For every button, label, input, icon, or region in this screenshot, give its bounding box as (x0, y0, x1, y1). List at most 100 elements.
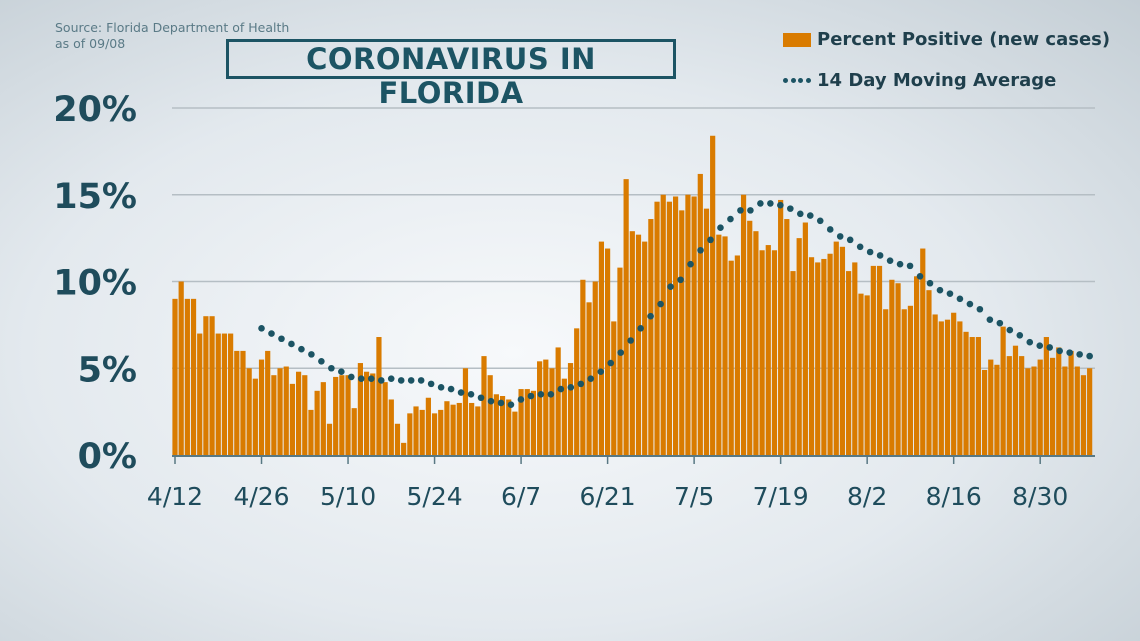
bar (1080, 375, 1087, 455)
bar (524, 389, 530, 455)
moving-average-dot (367, 375, 375, 382)
bar (895, 283, 901, 455)
bar (574, 328, 580, 455)
moving-average-dot (487, 397, 495, 405)
bar (172, 298, 178, 455)
bar (654, 201, 660, 455)
bar (277, 368, 283, 455)
bar (716, 234, 722, 455)
moving-average-dot (288, 340, 295, 348)
bar (685, 194, 691, 455)
bar (981, 369, 988, 455)
moving-average-dot (258, 325, 265, 332)
source-note: Source: Florida Department of Health as … (55, 20, 289, 52)
bar (178, 281, 184, 455)
moving-average-dot (866, 248, 874, 256)
bar (969, 337, 975, 455)
x-tick-label: 8/30 (1012, 482, 1068, 511)
bar (1074, 366, 1080, 455)
moving-average-dot (637, 325, 644, 332)
chart-title: CORONAVIRUS IN FLORIDA (226, 39, 676, 110)
bar (728, 260, 734, 455)
legend-item-moving-average: 14 Day Moving Average (783, 70, 1056, 91)
bar (215, 333, 221, 455)
bar (827, 253, 833, 455)
moving-average-dot (407, 377, 415, 384)
bar-swatch-icon (783, 32, 811, 47)
bar (438, 409, 444, 455)
bar (623, 179, 629, 455)
bar (382, 382, 388, 455)
as-of-date: as of 09/08 (55, 36, 126, 51)
bar (975, 337, 981, 455)
bar (759, 250, 765, 455)
bar (648, 219, 654, 455)
bar (549, 368, 555, 455)
moving-average-dot (577, 380, 585, 388)
bar (765, 245, 771, 455)
moving-average-dot (777, 201, 784, 209)
bar (1025, 368, 1031, 455)
moving-average-dot (916, 272, 924, 280)
bar (407, 413, 413, 455)
bar (951, 312, 957, 455)
bar (907, 305, 914, 455)
bar (938, 321, 944, 455)
moving-average-dot (946, 290, 954, 297)
moving-average-dot (876, 252, 884, 259)
bar (326, 423, 333, 455)
bar (802, 222, 808, 455)
moving-average-dot (647, 312, 654, 320)
moving-average-dot (936, 286, 944, 294)
bar (1056, 347, 1062, 455)
bar (703, 208, 710, 455)
y-tick-label: 10% (53, 264, 137, 304)
moving-average-dot (627, 337, 634, 344)
bar (963, 331, 969, 455)
bar (302, 375, 308, 455)
moving-average-dot (1046, 344, 1054, 351)
moving-average-dot (607, 359, 615, 367)
moving-average-dot (537, 390, 545, 398)
bar (1043, 337, 1049, 455)
bar (475, 406, 481, 455)
bar (1031, 366, 1037, 455)
bar (864, 295, 870, 455)
bar (617, 267, 623, 455)
bar (265, 350, 271, 455)
moving-average-dot (717, 224, 724, 232)
bar (357, 363, 363, 455)
moving-average-dot (318, 358, 325, 365)
legend-item-percent-positive: Percent Positive (new cases) (783, 29, 1110, 50)
bar (419, 409, 425, 455)
bar (296, 371, 302, 455)
bar (833, 241, 839, 455)
moving-average-dot (737, 207, 744, 214)
bar (234, 350, 240, 455)
moving-average-dot (1036, 342, 1044, 349)
bar (258, 359, 265, 455)
y-tick-label: 15% (53, 177, 137, 217)
bar (592, 281, 598, 455)
moving-average-dot (806, 212, 814, 219)
bar (320, 382, 326, 455)
moving-average-dot (1056, 347, 1064, 355)
bar (240, 350, 246, 455)
moving-average-dot (527, 392, 535, 400)
bar (450, 404, 456, 455)
moving-average-dot (417, 377, 425, 384)
moving-average-dot (447, 385, 455, 393)
moving-average-dot (567, 384, 575, 391)
bar (790, 271, 796, 455)
bar (808, 257, 815, 455)
bar (431, 413, 438, 455)
moving-average-dot (517, 396, 525, 403)
bar (944, 319, 951, 455)
bar (796, 238, 802, 455)
bar (901, 309, 907, 455)
bar (339, 375, 345, 455)
bar (561, 378, 567, 455)
moving-average-dot (1006, 326, 1014, 334)
bar (425, 397, 431, 455)
bar (988, 359, 994, 455)
